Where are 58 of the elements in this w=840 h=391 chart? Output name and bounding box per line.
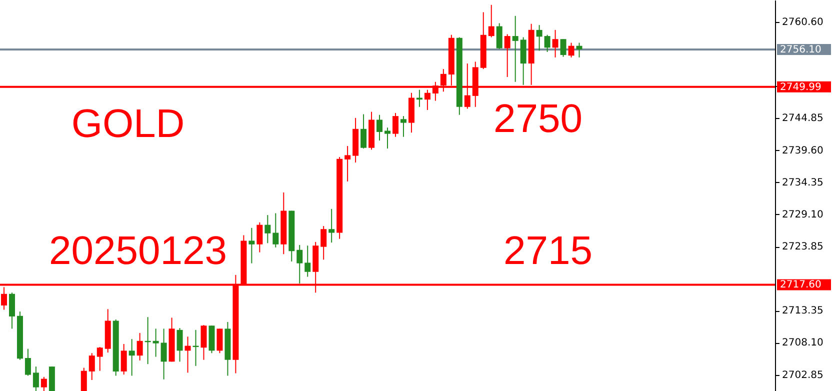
candlestick: [552, 29, 558, 58]
annotation: GOLD: [71, 102, 185, 146]
y-tick-label: 2744.85: [782, 113, 824, 124]
candlestick: [376, 114, 383, 142]
candlestick: [80, 367, 87, 391]
candlestick: [136, 332, 143, 361]
candlestick: [216, 328, 223, 354]
annotation: 2715: [504, 229, 592, 273]
candlestick: [424, 89, 430, 110]
candlestick: [560, 38, 566, 58]
candlestick: [520, 36, 526, 86]
annotation: 20250123: [49, 229, 227, 273]
ref-line-label: 2756.10: [780, 44, 822, 56]
candlestick: [184, 336, 191, 374]
candlestick: [176, 328, 183, 362]
ref-line-label: 2749.99: [780, 82, 822, 93]
y-tick-label: 2739.60: [782, 145, 824, 156]
candlestick: [296, 244, 303, 284]
y-tick-label: 2734.35: [782, 177, 824, 188]
y-tick-label: 2760.60: [782, 16, 824, 28]
candlestick: [88, 352, 95, 381]
candlestick: [32, 366, 39, 391]
y-tick-label: 2723.85: [782, 242, 824, 253]
candlestick: [248, 227, 255, 264]
candlestick: [392, 112, 398, 138]
y-tick-label: 2708.10: [782, 338, 824, 349]
candlestick: [568, 42, 574, 58]
candlestick: [304, 245, 311, 278]
candlestick: [200, 324, 207, 360]
y-tick-label: 2729.10: [782, 209, 824, 220]
candlestick: [488, 4, 494, 38]
candlestick: [344, 146, 351, 182]
candlestick: [24, 348, 31, 376]
candlestick: [360, 114, 367, 149]
candlestick: [544, 34, 550, 52]
candlestick: [8, 292, 15, 330]
candlestick: [320, 226, 327, 260]
candlestick: [96, 346, 103, 372]
candlestick: [576, 42, 582, 58]
y-tick-label: 2702.85: [782, 370, 824, 381]
candlestick: [40, 376, 47, 391]
candlestick: [160, 328, 167, 380]
annotation: 2750: [494, 97, 582, 141]
candlestick: [504, 34, 510, 78]
candlestick: [384, 127, 390, 149]
y-tick-label: 2713.35: [782, 306, 824, 317]
candlestick: [120, 343, 127, 376]
candlestick: [272, 212, 279, 248]
candlestick: [512, 15, 518, 82]
candlestick: [256, 222, 263, 253]
candlestick: [264, 214, 271, 244]
candlestick: [400, 116, 406, 138]
candlestick: [536, 24, 542, 52]
candlestick: [328, 208, 335, 244]
candlestick: [128, 338, 135, 376]
candlestick: [152, 328, 159, 358]
candlestick: [496, 22, 502, 50]
ref-line-label: 2717.60: [780, 280, 822, 291]
